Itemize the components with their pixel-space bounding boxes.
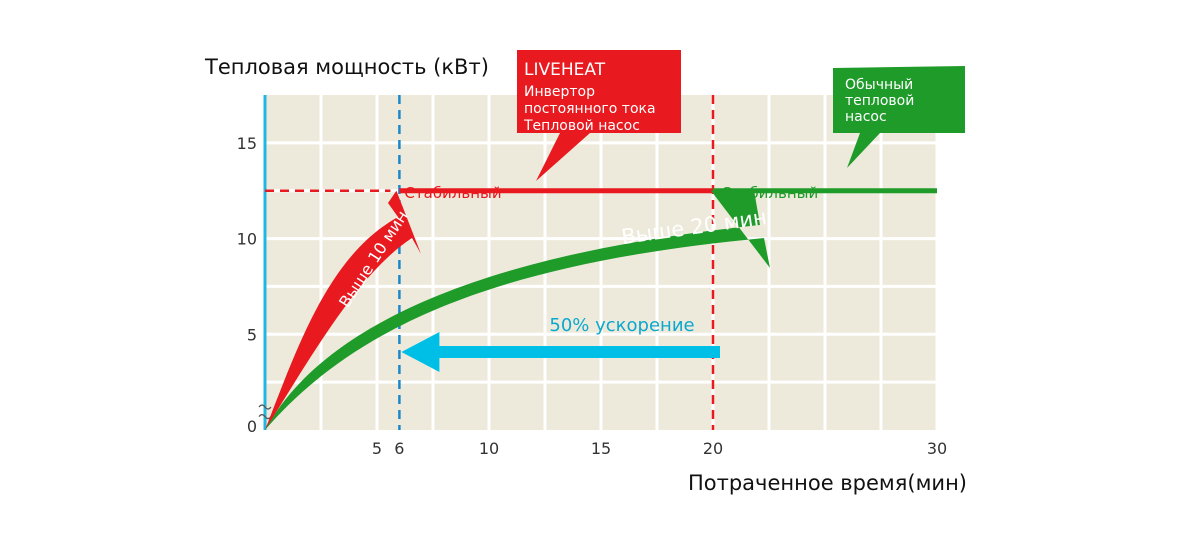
conventional-stable-label: Стабильный	[721, 184, 818, 202]
liveheat-callout-line: Инвертор	[524, 84, 595, 100]
y-tick-label: 15	[237, 134, 257, 153]
liveheat-ramp-arrow	[265, 190, 421, 430]
conventional-callout-line: насос	[845, 109, 887, 125]
y-axis-title: Тепловая мощность (кВт)	[204, 55, 489, 79]
liveheat-stable-label: Стабильный	[404, 184, 501, 202]
x-tick-label: 5	[372, 439, 382, 458]
y-tick-label: 10	[237, 230, 257, 249]
conventional-callout-line: тепловой	[845, 93, 914, 109]
x-axis-title: Потраченное время(мин)	[688, 471, 967, 495]
y-tick-label: 5	[247, 325, 257, 344]
acceleration-label: 50% ускорение	[549, 315, 694, 336]
liveheat-callout-box	[517, 50, 681, 181]
x-tick-label: 15	[591, 439, 611, 458]
conventional-callout-line: Обычный	[845, 77, 913, 93]
x-tick-label: 20	[703, 439, 723, 458]
acceleration-arrow	[401, 332, 720, 372]
x-tick-label: 6	[394, 439, 404, 458]
liveheat-callout-line: постоянного тока	[524, 101, 656, 117]
y-tick-label: 0	[247, 417, 257, 436]
conventional-ramp-arrow	[265, 190, 770, 430]
x-tick-label: 30	[927, 439, 947, 458]
liveheat-callout-title: LIVEHEAT	[524, 60, 606, 80]
x-tick-label: 10	[479, 439, 499, 458]
liveheat-callout-line: Тепловой насос	[523, 118, 640, 134]
conventional-callout-box	[833, 66, 965, 168]
axis-break-icon	[258, 404, 272, 420]
